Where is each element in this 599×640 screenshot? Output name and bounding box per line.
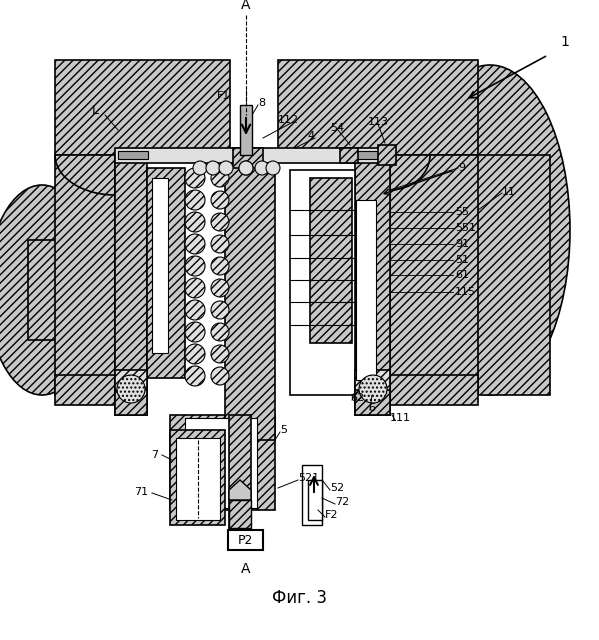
Text: 7: 7 — [151, 450, 158, 460]
Circle shape — [193, 161, 207, 175]
Circle shape — [266, 161, 280, 175]
Circle shape — [211, 235, 229, 253]
Bar — [355, 155, 390, 415]
Circle shape — [211, 301, 229, 319]
Text: 5: 5 — [280, 425, 287, 435]
Bar — [302, 465, 322, 525]
Bar — [185, 418, 257, 508]
Circle shape — [117, 375, 145, 403]
Bar — [308, 480, 322, 520]
Circle shape — [185, 366, 205, 386]
Text: 8: 8 — [258, 98, 265, 108]
Bar — [176, 438, 220, 520]
Text: Фиг. 3: Фиг. 3 — [271, 589, 326, 607]
Bar — [233, 148, 263, 168]
Ellipse shape — [410, 65, 570, 395]
Circle shape — [239, 161, 253, 175]
Circle shape — [185, 256, 205, 276]
Bar — [348, 151, 388, 159]
Circle shape — [211, 191, 229, 209]
Text: A: A — [241, 0, 251, 12]
Bar — [115, 390, 147, 415]
Circle shape — [359, 375, 387, 403]
Text: 52: 52 — [330, 483, 344, 493]
Circle shape — [211, 323, 229, 341]
Text: F2: F2 — [325, 510, 338, 520]
Circle shape — [239, 161, 253, 175]
Text: 115: 115 — [455, 287, 476, 297]
Circle shape — [211, 169, 229, 187]
Bar — [355, 370, 390, 408]
Circle shape — [185, 212, 205, 232]
Text: 113: 113 — [368, 117, 389, 127]
Bar — [356, 200, 376, 380]
Text: 72: 72 — [335, 497, 349, 507]
Text: 111: 111 — [390, 413, 411, 423]
Text: 521: 521 — [298, 473, 319, 483]
Text: 62: 62 — [350, 393, 364, 403]
Text: 6: 6 — [368, 403, 375, 413]
Bar — [390, 375, 478, 405]
Circle shape — [185, 190, 205, 210]
Bar — [460, 155, 550, 395]
Bar — [147, 168, 185, 378]
Circle shape — [211, 345, 229, 363]
Bar — [115, 155, 147, 415]
Circle shape — [255, 161, 269, 175]
Text: 55: 55 — [455, 207, 469, 217]
Bar — [152, 178, 168, 353]
Ellipse shape — [0, 185, 97, 395]
Bar — [228, 530, 263, 550]
Text: 91: 91 — [455, 239, 469, 249]
Circle shape — [185, 234, 205, 254]
Circle shape — [185, 322, 205, 342]
Circle shape — [206, 161, 220, 175]
Text: 54: 54 — [330, 123, 344, 133]
Bar — [355, 390, 390, 415]
Bar — [229, 500, 251, 528]
Circle shape — [185, 278, 205, 298]
Text: 4: 4 — [307, 131, 314, 141]
Bar — [55, 60, 230, 155]
Text: 51: 51 — [455, 255, 469, 265]
Bar — [115, 148, 390, 163]
Bar — [378, 145, 396, 165]
Text: 11: 11 — [502, 187, 516, 197]
Text: A: A — [241, 562, 251, 576]
Bar — [278, 60, 478, 155]
Text: 112: 112 — [278, 115, 299, 125]
Circle shape — [211, 257, 229, 275]
Circle shape — [211, 213, 229, 231]
Circle shape — [211, 367, 229, 385]
Bar — [115, 370, 147, 408]
Circle shape — [211, 279, 229, 297]
Circle shape — [219, 161, 233, 175]
Text: 551: 551 — [455, 223, 476, 233]
Circle shape — [185, 300, 205, 320]
Polygon shape — [229, 480, 251, 500]
Bar — [55, 155, 115, 395]
Text: 61: 61 — [455, 270, 469, 280]
Bar — [55, 375, 115, 405]
Text: P2: P2 — [237, 534, 253, 547]
Circle shape — [185, 344, 205, 364]
Bar — [390, 155, 478, 395]
Bar — [290, 170, 355, 395]
Bar — [28, 240, 63, 340]
Text: F1: F1 — [217, 91, 230, 101]
Polygon shape — [308, 470, 318, 480]
Bar — [310, 178, 352, 343]
Bar — [229, 415, 251, 530]
Text: L: L — [92, 104, 98, 116]
Bar — [170, 430, 225, 525]
Text: 9: 9 — [458, 163, 465, 173]
Bar — [170, 415, 275, 510]
Bar — [340, 148, 358, 163]
Bar — [118, 151, 148, 159]
Circle shape — [185, 168, 205, 188]
Bar — [225, 155, 275, 440]
Text: 71: 71 — [134, 487, 148, 497]
Bar — [240, 105, 252, 155]
Text: 1: 1 — [561, 35, 570, 49]
